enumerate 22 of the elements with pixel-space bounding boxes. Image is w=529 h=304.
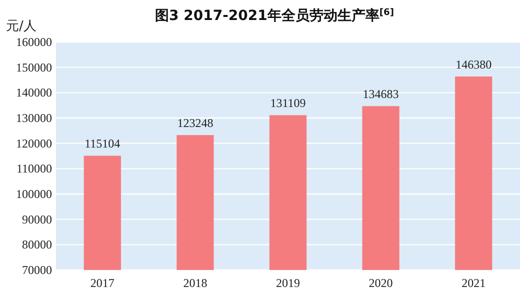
y-axis-title: 元/人 [6, 19, 36, 34]
y-tick-label: 80000 [22, 238, 52, 252]
data-label: 115104 [84, 136, 120, 151]
data-label: 123248 [177, 116, 214, 130]
y-tick-label: 110000 [16, 162, 52, 176]
y-tick-label: 120000 [16, 136, 52, 150]
y-tick-label: 70000 [22, 263, 52, 277]
y-tick-label: 160000 [16, 35, 52, 49]
x-tick-label: 2018 [183, 276, 208, 290]
chart-title: 图3 2017-2021年全员劳动生产率$^{[6]}$ [155, 7, 394, 24]
y-tick-label: 90000 [22, 212, 52, 226]
x-tick-label: 2020 [368, 276, 393, 290]
x-tick-label: 2021 [462, 276, 486, 290]
data-label: 131109 [270, 96, 306, 110]
y-tick-label: 150000 [16, 60, 52, 74]
y-tick-label: 130000 [16, 111, 52, 125]
y-tick-label: 140000 [16, 86, 52, 100]
x-tick-label: 2019 [276, 276, 300, 290]
data-label: 134683 [362, 87, 399, 102]
data-label: 146380 [456, 58, 492, 72]
y-tick-label: 100000 [16, 187, 52, 201]
x-tick-label: 2017 [90, 276, 114, 290]
